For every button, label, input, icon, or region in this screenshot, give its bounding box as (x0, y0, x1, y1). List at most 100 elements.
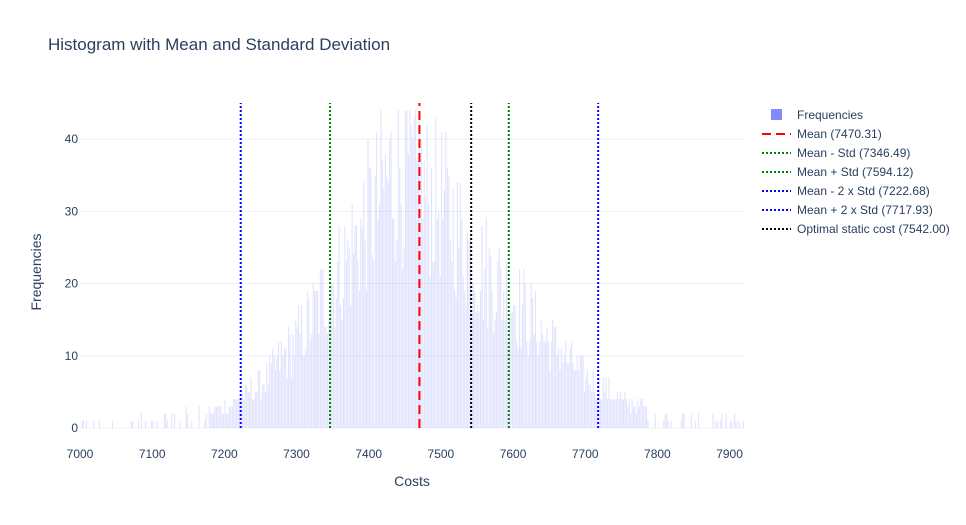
histogram-bar (282, 355, 284, 429)
legend-label: Optimal static cost (7542.00) (797, 222, 950, 236)
histogram-bar (638, 406, 640, 429)
histogram-bar (481, 225, 483, 429)
x-tick-label: 7200 (211, 447, 238, 461)
histogram-bar (621, 399, 623, 429)
histogram-bar (211, 413, 213, 429)
histogram-bar (576, 355, 578, 429)
histogram-bar (234, 399, 236, 429)
histogram-bar (376, 131, 378, 429)
histogram-bar (348, 247, 350, 429)
histogram-bar (482, 319, 485, 429)
histogram-bar (235, 399, 238, 429)
histogram-bar (557, 348, 560, 429)
histogram-bar (267, 384, 269, 429)
histogram-bar (563, 355, 565, 429)
histogram-bar (308, 297, 310, 429)
histogram-bar (163, 413, 166, 429)
histogram-bar (440, 131, 443, 429)
legend-label: Mean - 2 x Std (7222.68) (797, 184, 930, 198)
histogram-bar (257, 370, 259, 429)
histogram-bar (370, 167, 372, 429)
histogram-bar (582, 355, 584, 429)
histogram-bar (645, 406, 648, 429)
histogram-bar (173, 413, 176, 429)
histogram-bar (442, 218, 444, 429)
x-axis-ticks: 7000 7100 7200 7300 7400 7500 7600 7700 7800 7900 (67, 447, 744, 461)
histogram-bar (555, 326, 557, 429)
histogram-bar (472, 283, 474, 429)
histogram-bar (663, 420, 665, 429)
histogram-bar (98, 420, 101, 429)
histogram-bar (334, 326, 336, 429)
x-tick-label: 7800 (644, 447, 671, 461)
histogram-bar (690, 413, 692, 429)
histogram-bar (569, 348, 571, 429)
histogram-bar (218, 406, 220, 429)
histogram-bar (641, 399, 643, 429)
histogram-bar (637, 399, 639, 429)
histogram-bar (485, 218, 487, 429)
histogram-bar (414, 110, 417, 429)
histogram-bar (630, 413, 632, 429)
histogram-bar (409, 110, 411, 429)
histogram-bar (223, 413, 225, 429)
histogram-bar (191, 420, 193, 429)
histogram-bar (667, 420, 669, 429)
histogram-bar (445, 131, 447, 429)
histogram-bar (389, 139, 391, 429)
histogram-bar (277, 341, 280, 429)
histogram-bar (140, 413, 142, 429)
histogram-bar (283, 348, 285, 429)
histogram-bar (565, 341, 567, 429)
histogram-bar (300, 305, 303, 429)
histogram-bar (742, 420, 744, 429)
histogram-bar (526, 341, 528, 429)
histogram-bar (295, 319, 297, 429)
histogram-bar (231, 406, 233, 429)
histogram-bar (625, 399, 627, 429)
histogram-bar (544, 341, 547, 429)
histogram-bar (208, 406, 210, 429)
histogram-bar (534, 290, 537, 429)
histogram-bar (550, 341, 552, 429)
histogram-bar (198, 406, 200, 429)
histogram-bar (318, 334, 320, 429)
histogram-bar (451, 261, 453, 429)
histogram-bar (361, 225, 363, 429)
x-tick-label: 7300 (283, 447, 310, 461)
histogram-bar (365, 290, 368, 429)
histogram-bar (363, 182, 365, 429)
x-tick-label: 7100 (139, 447, 166, 461)
histogram-bar (287, 326, 290, 429)
histogram-bar (394, 261, 397, 429)
histogram-bar (622, 399, 625, 429)
x-tick-label: 7700 (572, 447, 599, 461)
histogram-bar (487, 326, 489, 429)
histogram-bar (93, 420, 95, 429)
histogram-bar (241, 391, 244, 429)
x-axis-title: Costs (394, 473, 430, 489)
histogram-bar (212, 413, 215, 429)
histogram-bar (401, 269, 404, 429)
histogram-bar (529, 341, 531, 429)
y-axis-title: Frequencies (28, 233, 44, 310)
histogram-bar (400, 204, 402, 429)
histogram-bar (523, 269, 525, 429)
histogram-bar (345, 261, 347, 429)
histogram-bar (542, 334, 544, 429)
histogram-bar (299, 334, 301, 429)
histogram-bar (474, 290, 476, 429)
y-axis-ticks: 0 10 20 30 40 (65, 132, 79, 435)
histogram-bar (560, 348, 563, 429)
histogram-bars (81, 110, 744, 429)
histogram-bar (152, 420, 154, 429)
histogram-bar (377, 218, 379, 429)
histogram-bar (566, 362, 568, 429)
histogram-bar (712, 413, 714, 429)
histogram-bar (205, 413, 207, 429)
histogram-bar (735, 420, 737, 429)
histogram-bar (586, 370, 589, 429)
histogram-bar (518, 269, 521, 429)
histogram-bar (491, 290, 493, 429)
legend-label: Mean (7470.31) (797, 127, 882, 141)
